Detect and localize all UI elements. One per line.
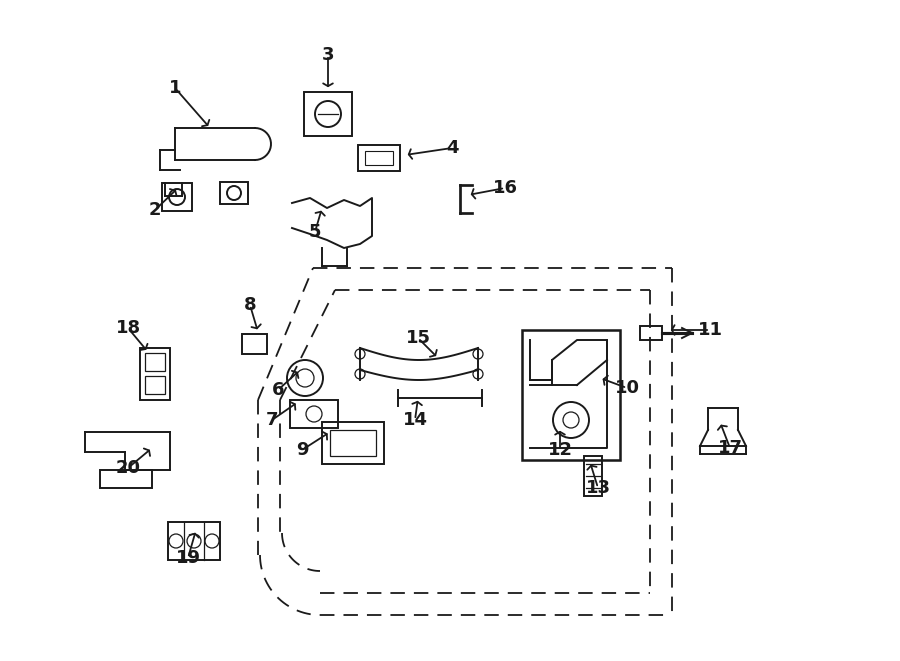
Text: 16: 16 — [492, 179, 517, 197]
Bar — [145, 353, 165, 371]
Text: 18: 18 — [115, 319, 140, 337]
Text: 1: 1 — [169, 79, 181, 97]
Text: 3: 3 — [322, 46, 334, 64]
Bar — [140, 348, 170, 400]
Text: 15: 15 — [406, 329, 430, 347]
Text: 14: 14 — [402, 411, 428, 429]
Bar — [220, 182, 248, 204]
Text: 19: 19 — [176, 549, 201, 567]
Text: 7: 7 — [266, 411, 278, 429]
Bar — [330, 430, 376, 456]
Text: 20: 20 — [115, 459, 140, 477]
Text: 5: 5 — [309, 223, 321, 241]
Bar — [640, 326, 662, 340]
Bar — [145, 376, 165, 394]
Bar — [100, 470, 152, 488]
Text: 12: 12 — [547, 441, 572, 459]
Bar — [358, 145, 400, 171]
Text: 13: 13 — [586, 479, 610, 497]
Text: 9: 9 — [296, 441, 308, 459]
Bar — [522, 330, 620, 460]
Text: 8: 8 — [244, 296, 256, 314]
Bar — [584, 456, 602, 496]
Text: 11: 11 — [698, 321, 723, 339]
Text: 10: 10 — [615, 379, 640, 397]
Bar — [322, 422, 384, 464]
Bar — [290, 400, 338, 428]
Text: 6: 6 — [272, 381, 284, 399]
Bar — [304, 92, 352, 136]
Bar — [365, 151, 393, 165]
Text: 17: 17 — [717, 439, 742, 457]
Bar — [242, 334, 267, 354]
Bar — [162, 183, 192, 211]
Text: 2: 2 — [148, 201, 161, 219]
Text: 4: 4 — [446, 139, 458, 157]
Bar — [168, 522, 220, 560]
